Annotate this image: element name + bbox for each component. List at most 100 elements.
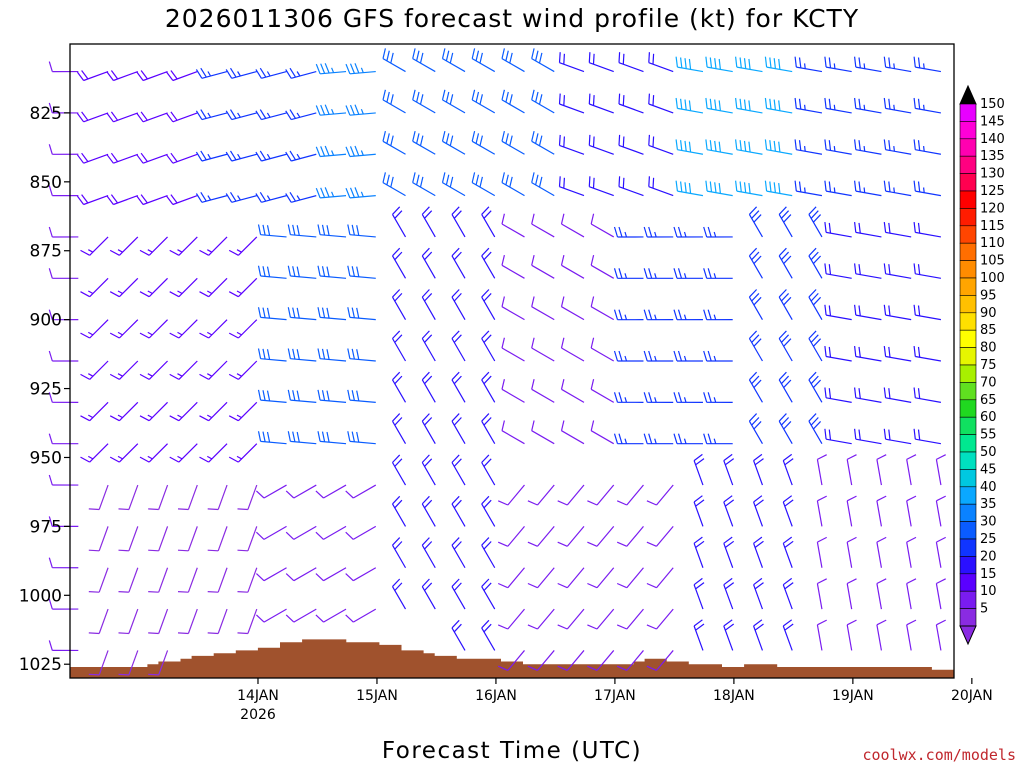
wind-barb	[106, 111, 139, 123]
wind-barb	[675, 139, 704, 155]
barb-flag	[451, 330, 460, 339]
barb-flag	[451, 413, 460, 422]
barb-flag	[883, 180, 887, 192]
wind-barb	[673, 268, 703, 279]
barb-half-flag	[713, 314, 717, 320]
barb-flag	[703, 350, 708, 362]
barb-flag	[321, 431, 326, 442]
barb-flag	[471, 89, 476, 101]
barb-flag	[453, 541, 462, 550]
barb-flag	[707, 268, 712, 279]
wind-barb	[391, 495, 407, 527]
barb-half-flag	[713, 397, 717, 403]
barb-flag	[424, 251, 433, 261]
wind-barb	[345, 63, 376, 75]
barb-flag	[773, 58, 776, 69]
barb-half-flag	[88, 290, 94, 295]
barb-staff	[293, 484, 317, 499]
barb-half-flag	[654, 438, 657, 444]
barb-staff	[128, 650, 139, 676]
barb-flag	[139, 291, 150, 298]
barb-flag	[828, 140, 832, 151]
wind-barb	[497, 484, 525, 506]
barb-flag	[347, 431, 351, 442]
barb-flag	[618, 52, 621, 63]
barb-staff	[507, 484, 525, 506]
barb-staff	[481, 462, 496, 486]
barb-flag	[622, 95, 625, 106]
barb-flag	[854, 222, 857, 233]
wind-barb	[794, 180, 823, 197]
barb-flag	[48, 226, 53, 238]
barb-flag	[81, 152, 89, 162]
barb-flag	[753, 619, 763, 627]
barb-flag	[118, 632, 129, 635]
barb-staff	[618, 144, 644, 155]
barb-flag	[854, 97, 857, 109]
barb-flag	[618, 268, 623, 279]
wind-barb	[501, 296, 525, 321]
barb-staff	[559, 144, 585, 155]
wind-barb	[421, 578, 436, 610]
barb-half-flag	[893, 146, 895, 152]
colorbar-swatch	[959, 469, 977, 488]
barb-staff	[391, 420, 407, 444]
barb-flag	[739, 140, 742, 151]
wind-barb	[481, 413, 496, 444]
barb-flag	[483, 541, 492, 550]
barb-flag	[421, 495, 430, 505]
barb-flag	[228, 373, 239, 380]
barb-flag	[200, 191, 207, 202]
barb-flag	[225, 151, 233, 162]
barb-staff	[451, 379, 466, 403]
wind-barb	[558, 176, 585, 197]
colorbar-swatch	[959, 155, 977, 174]
barb-flag	[424, 375, 433, 385]
barb-staff	[876, 459, 883, 486]
barb-flag	[315, 490, 324, 499]
colorbar-label: 140	[980, 132, 1005, 147]
credit-link[interactable]: coolwx.com/models	[862, 746, 1016, 764]
wind-barb	[613, 309, 644, 321]
wind-barb	[501, 337, 525, 362]
wind-barb	[693, 495, 705, 527]
barb-flag	[453, 375, 462, 385]
wind-barb	[913, 387, 942, 403]
barb-flag	[613, 350, 619, 362]
barb-flag	[48, 516, 53, 527]
wind-barb	[616, 484, 644, 506]
wind-barb	[166, 152, 198, 164]
barb-half-flag	[117, 290, 123, 295]
barb-flag	[195, 151, 203, 162]
barb-flag	[345, 63, 351, 75]
barb-flag	[424, 210, 433, 219]
wind-barb	[824, 97, 852, 114]
barb-staff	[566, 608, 585, 630]
barb-flag	[643, 350, 648, 362]
barb-flag	[421, 537, 430, 546]
colorbar-label: 50	[980, 445, 997, 460]
barb-half-flag	[833, 63, 836, 69]
barb-staff	[481, 338, 496, 362]
barb-staff	[846, 459, 853, 486]
barb-flag	[754, 623, 764, 631]
barb-flag	[563, 136, 565, 147]
barb-flag	[753, 338, 762, 347]
barb-flag	[421, 371, 430, 381]
barb-staff	[187, 484, 198, 510]
y-tick-label: 1000	[19, 586, 62, 606]
barb-half-flag	[624, 314, 628, 320]
barb-flag	[587, 541, 598, 547]
wind-barb	[648, 134, 674, 155]
wind-barb	[935, 454, 946, 486]
barb-flag	[794, 180, 797, 192]
wind-barb	[166, 70, 198, 82]
barb-flag	[453, 251, 462, 261]
barb-flag	[419, 94, 424, 105]
barb-flag	[48, 392, 53, 403]
barb-staff	[83, 71, 109, 82]
wind-barb	[778, 206, 793, 238]
barb-staff	[748, 338, 763, 362]
